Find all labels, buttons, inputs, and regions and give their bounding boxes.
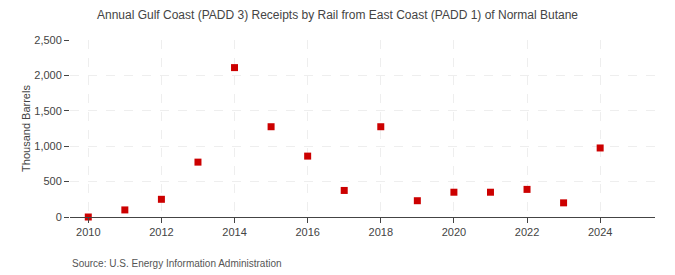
- svg-text:2020: 2020: [442, 226, 466, 238]
- svg-text:2014: 2014: [222, 226, 246, 238]
- svg-text:Annual Gulf Coast (PADD 3) Rec: Annual Gulf Coast (PADD 3) Receipts by R…: [97, 8, 578, 22]
- svg-text:1,500: 1,500: [34, 105, 62, 117]
- svg-text:Source: U.S. Energy Informatio: Source: U.S. Energy Information Administ…: [72, 258, 282, 269]
- svg-text:Thousand Barrels: Thousand Barrels: [20, 85, 32, 172]
- svg-text:2,500: 2,500: [34, 34, 62, 46]
- svg-text:2,000: 2,000: [34, 69, 62, 81]
- svg-text:2010: 2010: [76, 226, 100, 238]
- svg-text:2018: 2018: [369, 226, 393, 238]
- svg-text:1,000: 1,000: [34, 140, 62, 152]
- svg-text:2024: 2024: [588, 226, 612, 238]
- svg-text:0: 0: [56, 211, 62, 223]
- svg-text:2012: 2012: [149, 226, 173, 238]
- svg-text:2022: 2022: [515, 226, 539, 238]
- svg-text:2016: 2016: [295, 226, 319, 238]
- svg-text:500: 500: [43, 175, 61, 187]
